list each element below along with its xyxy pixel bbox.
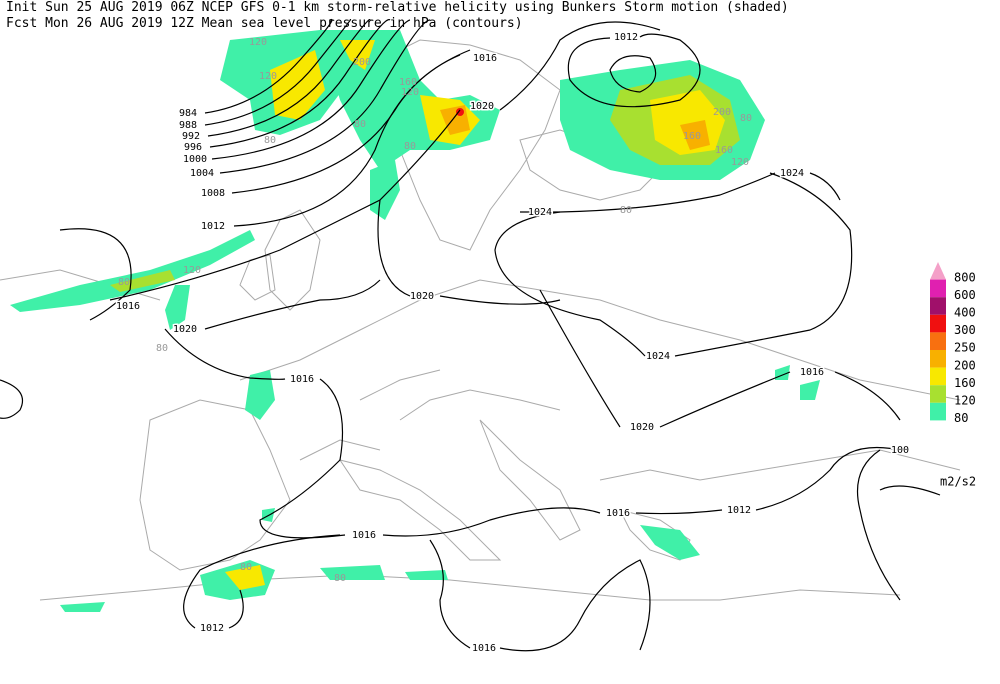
contour-label: 1016 xyxy=(606,508,630,519)
shading-label: 80 xyxy=(240,562,252,573)
legend-swatch xyxy=(930,332,946,350)
contour-label: 1000 xyxy=(183,154,207,165)
contour-label: 1020 xyxy=(410,291,434,302)
shading-labels: 120 120 200 160 120 80 80 80 200 160 80 … xyxy=(118,37,752,584)
shading-label: 80 xyxy=(620,205,632,216)
contour-label: 1020 xyxy=(630,422,654,433)
shading-label: 80 xyxy=(264,135,276,146)
legend-label: 160 xyxy=(954,376,976,390)
shading-label: 160 xyxy=(683,131,701,142)
contour-label: 1012 xyxy=(614,32,638,43)
legend-swatch xyxy=(930,385,946,403)
shading-label: 200 xyxy=(353,57,371,68)
shading-label: 80 xyxy=(354,119,366,130)
legend-swatch xyxy=(930,262,946,280)
contour-label: 1024 xyxy=(646,351,670,362)
legend-label: 250 xyxy=(954,341,976,355)
contour-label: 988 xyxy=(179,120,197,131)
contour-labels: 1012 1016 1020 984 988 992 996 1000 1004… xyxy=(114,31,910,656)
legend-swatch xyxy=(930,297,946,315)
contour-label: 992 xyxy=(182,131,200,142)
contour-label: 1024 xyxy=(780,168,804,179)
legend-swatch xyxy=(930,279,946,298)
contour-label: 1012 xyxy=(201,221,225,232)
legend-label: 300 xyxy=(954,323,976,337)
contour-label: 996 xyxy=(184,142,202,153)
contour-label: 1016 xyxy=(116,301,140,312)
shading-label: 80 xyxy=(156,343,168,354)
shading-label: 200 xyxy=(713,107,731,118)
shading-label: 120 xyxy=(731,157,749,168)
legend-label: 600 xyxy=(954,288,976,302)
legend-label: 200 xyxy=(954,358,976,372)
legend-unit: m2/s2 xyxy=(940,475,976,489)
contour-label: 1016 xyxy=(473,53,497,64)
legend-label: 120 xyxy=(954,394,976,408)
contour-label: 1024 xyxy=(528,207,552,218)
contour-label: 1008 xyxy=(201,188,225,199)
legend-label: 800 xyxy=(954,270,976,284)
legend-swatch xyxy=(930,314,946,333)
shading-label: 80 xyxy=(118,277,130,288)
legend-swatch xyxy=(930,350,946,368)
shading-label: 160 xyxy=(715,145,733,156)
contour-label: 100 xyxy=(891,445,909,456)
legend-swatch xyxy=(930,402,946,421)
contour-label: 1020 xyxy=(173,324,197,335)
shading-label: 80 xyxy=(404,141,416,152)
shading-label: 80 xyxy=(740,113,752,124)
header-line: Init Sun 25 AUG 2019 06Z NCEP GFS 0-1 km… xyxy=(6,0,789,15)
legend-label: 400 xyxy=(954,306,976,320)
pressure-contours xyxy=(0,18,941,652)
contour-label: 1016 xyxy=(472,643,496,654)
shading-label: 120 xyxy=(401,87,419,98)
contour-label: 984 xyxy=(179,108,197,119)
contour-label: 1012 xyxy=(727,505,751,516)
contour-label: 1004 xyxy=(190,168,214,179)
shading-label: 120 xyxy=(259,71,277,82)
contour-label: 1016 xyxy=(290,374,314,385)
contour-label: 1012 xyxy=(200,623,224,634)
header-line: Fcst Mon 26 AUG 2019 12Z Mean sea level … xyxy=(6,16,523,31)
legend: m2/s2 800 600 400 300 250 200 160 120 80 xyxy=(930,262,976,489)
shading-label: 160 xyxy=(399,77,417,88)
shading-label: 120 xyxy=(249,37,267,48)
contour-label: 1016 xyxy=(800,367,824,378)
contour-label: 1020 xyxy=(470,101,494,112)
shading-label: 80 xyxy=(334,573,346,584)
legend-label: 80 xyxy=(954,411,968,425)
contour-label: 1016 xyxy=(352,530,376,541)
shading-label: 120 xyxy=(183,265,201,276)
helicity-shading xyxy=(10,30,820,612)
legend-swatch xyxy=(930,367,946,386)
